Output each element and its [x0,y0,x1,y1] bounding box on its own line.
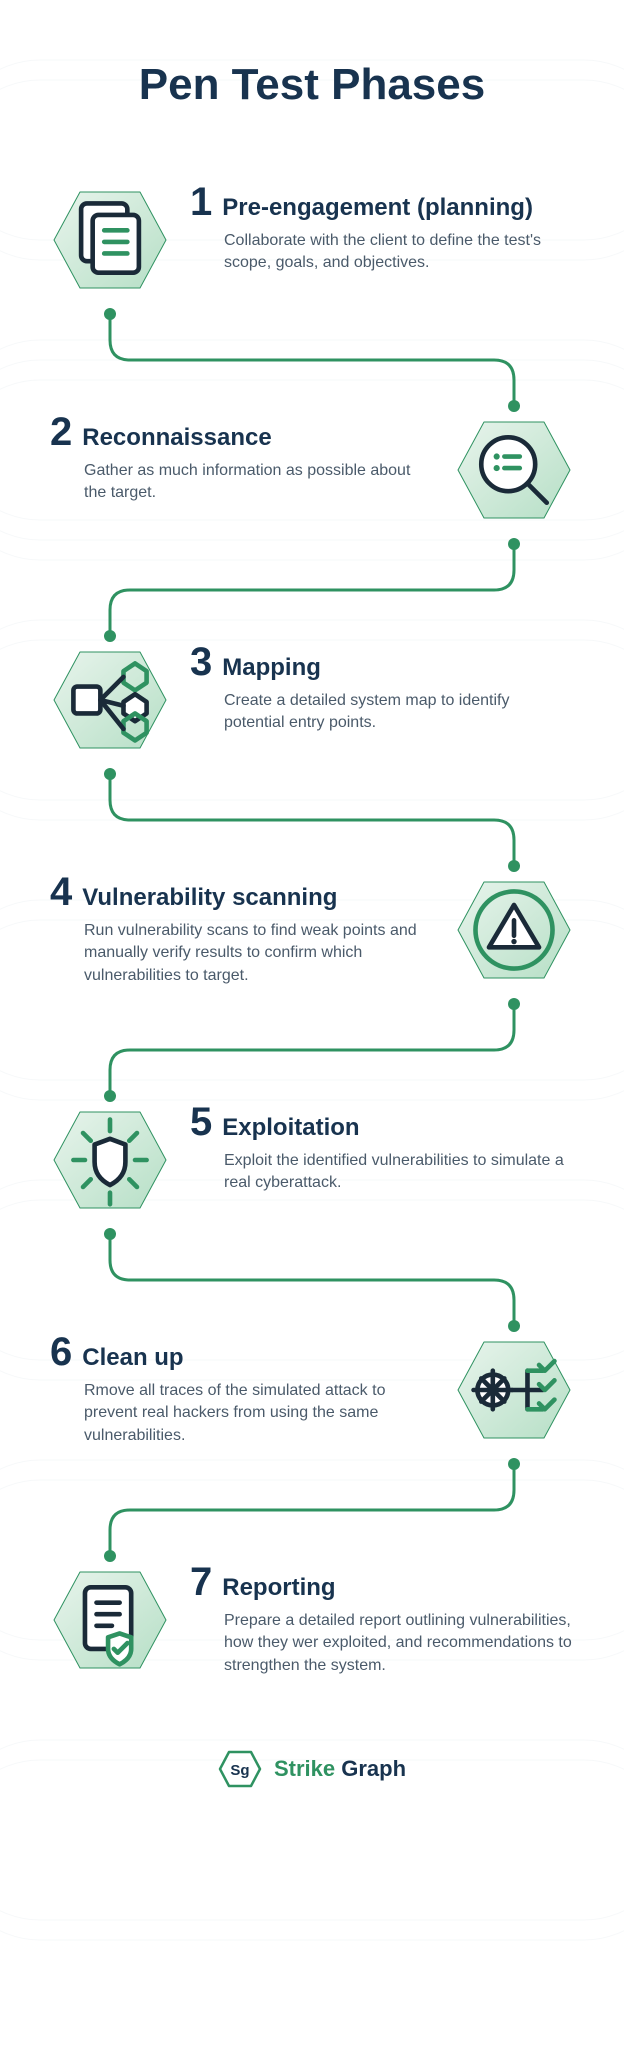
phase-7: 7 Reporting Prepare a detailed report ou… [40,1550,584,1690]
phase-2: 2 Reconnaissance Gather as much informat… [40,400,584,540]
phase-text: 4 Vulnerability scanning Run vulnerabili… [40,860,444,987]
phase-hex [40,630,180,770]
phase-1: 1 Pre-engagement (planning) Collaborate … [40,170,584,310]
warning-icon [454,878,574,982]
page-title: Pen Test Phases [40,60,584,110]
phase-number: 3 [190,642,212,682]
connector [40,1230,584,1330]
logo: Sg Strike Graph [40,1750,584,1788]
phase-hex [40,1090,180,1230]
phase-title: Mapping [222,654,321,682]
report-icon [50,1568,170,1672]
phase-4: 4 Vulnerability scanning Run vulnerabili… [40,860,584,1000]
magnify-icon [454,418,574,522]
phase-text: 6 Clean up Rmove all traces of the simul… [40,1320,444,1447]
phase-number: 4 [50,872,72,912]
logo-strike: Strike [274,1756,335,1781]
connector [40,540,584,640]
phase-number: 2 [50,412,72,452]
phase-hex [444,860,584,1000]
phase-text: 7 Reporting Prepare a detailed report ou… [180,1550,584,1677]
cleanup-icon [454,1338,574,1442]
phase-hex [40,170,180,310]
phase-desc: Create a detailed system map to identify… [190,690,574,735]
phase-5: 5 Exploitation Exploit the identified vu… [40,1090,584,1230]
phase-hex [444,1320,584,1460]
connector [40,770,584,870]
phase-title: Reconnaissance [82,424,271,452]
phase-number: 7 [190,1562,212,1602]
logo-badge: Sg [218,1750,262,1788]
phase-desc: Collaborate with the client to define th… [190,230,574,275]
phase-hex [40,1550,180,1690]
phase-desc: Rmove all traces of the simulated attack… [50,1380,434,1447]
phase-title: Vulnerability scanning [82,884,337,912]
phase-title: Reporting [222,1574,335,1602]
shield-burst-icon [50,1108,170,1212]
connector [40,310,584,410]
phase-desc: Run vulnerability scans to find weak poi… [50,920,434,987]
nodes-icon [50,648,170,752]
phase-number: 5 [190,1102,212,1142]
phase-text: 3 Mapping Create a detailed system map t… [180,630,584,735]
phase-title: Pre-engagement (planning) [222,194,533,222]
phase-number: 6 [50,1332,72,1372]
logo-graph: Graph [341,1756,406,1781]
logo-text: Strike Graph [274,1756,406,1782]
phase-text: 2 Reconnaissance Gather as much informat… [40,400,444,505]
phase-desc: Gather as much information as possible a… [50,460,434,505]
phase-desc: Prepare a detailed report outlining vuln… [190,1610,574,1677]
connector [40,1000,584,1100]
flow-diagram: 1 Pre-engagement (planning) Collaborate … [40,170,584,1690]
phase-desc: Exploit the identified vulnerabilities t… [190,1150,574,1195]
phase-hex [444,400,584,540]
svg-text:Sg: Sg [230,1762,249,1779]
phase-text: 5 Exploitation Exploit the identified vu… [180,1090,584,1195]
phase-title: Clean up [82,1344,183,1372]
phase-3: 3 Mapping Create a detailed system map t… [40,630,584,770]
documents-icon [50,188,170,292]
phase-6: 6 Clean up Rmove all traces of the simul… [40,1320,584,1460]
phase-text: 1 Pre-engagement (planning) Collaborate … [180,170,584,275]
connector [40,1460,584,1560]
phase-title: Exploitation [222,1114,359,1142]
phase-number: 1 [190,182,212,222]
